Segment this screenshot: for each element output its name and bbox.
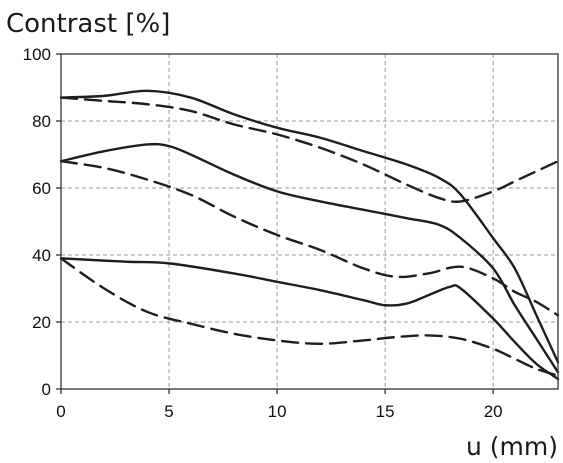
y-tick-label: 100 [23,45,51,64]
plot-frame [60,53,559,390]
series-line-5 [59,257,560,381]
series-line-4 [59,160,560,317]
y-tick-label: 60 [32,179,51,198]
series-line-2 [59,96,560,203]
grid [61,54,558,389]
x-tick-label: 20 [484,402,503,421]
chart-title: Contrast [%] [6,9,170,39]
y-tick-label: 20 [32,313,51,332]
x-axis-label: u (mm) [466,432,558,461]
y-tick-label: 40 [32,246,51,265]
series-line-6 [59,257,560,377]
x-tick-label: 10 [268,402,287,421]
series-line-3 [59,142,560,374]
x-tick-label: 15 [376,402,395,421]
y-tick-label: 0 [42,380,51,399]
y-axis-ticks: 0 20 40 60 80 100 [23,45,61,399]
series-group [59,89,560,381]
series-line-1 [59,89,560,364]
x-axis-ticks: 0 5 10 15 20 [56,389,503,421]
x-tick-label: 0 [56,402,65,421]
y-tick-label: 80 [32,112,51,131]
x-tick-label: 5 [164,402,173,421]
